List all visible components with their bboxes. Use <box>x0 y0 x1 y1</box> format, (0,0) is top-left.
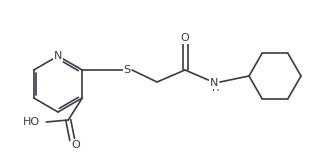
Text: O: O <box>72 140 81 150</box>
Text: H: H <box>212 83 220 93</box>
Text: HO: HO <box>23 117 40 127</box>
Text: N: N <box>54 51 62 61</box>
Text: S: S <box>124 65 131 75</box>
Text: O: O <box>180 33 189 43</box>
Text: N: N <box>210 78 218 88</box>
